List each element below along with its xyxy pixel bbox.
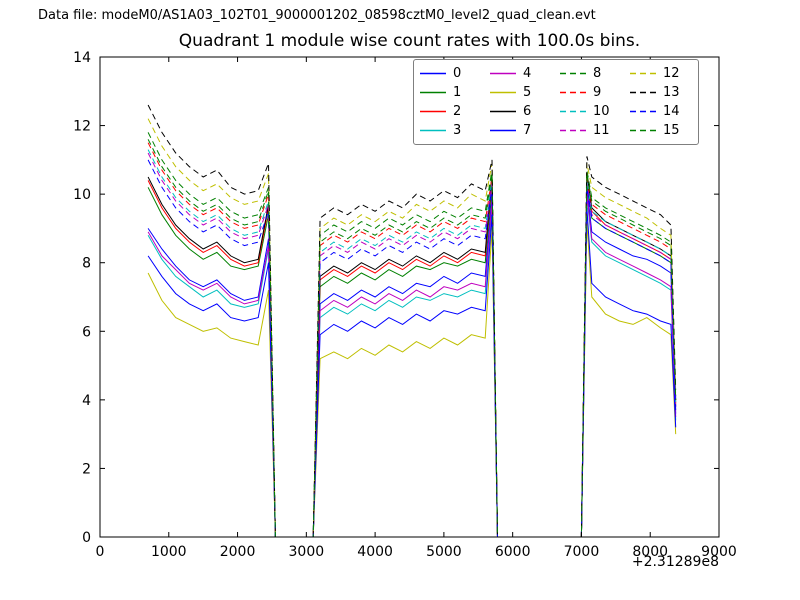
svg-text:8: 8 bbox=[82, 256, 91, 272]
legend-entry: 10 bbox=[560, 102, 622, 121]
svg-text:6000: 6000 bbox=[495, 544, 531, 560]
svg-text:3000: 3000 bbox=[289, 544, 325, 560]
svg-text:8000: 8000 bbox=[632, 544, 668, 560]
svg-text:0: 0 bbox=[96, 544, 105, 560]
legend-entry: 1 bbox=[420, 83, 482, 102]
svg-text:7000: 7000 bbox=[564, 544, 600, 560]
legend-line-sample bbox=[630, 129, 656, 132]
legend-label: 4 bbox=[523, 66, 532, 81]
legend-label: 5 bbox=[523, 85, 532, 100]
svg-text:4000: 4000 bbox=[357, 544, 393, 560]
legend-line-sample bbox=[420, 110, 446, 113]
legend-entry: 2 bbox=[420, 102, 482, 121]
legend-label: 14 bbox=[663, 104, 680, 119]
svg-text:2000: 2000 bbox=[220, 544, 256, 560]
legend-line-sample bbox=[490, 129, 516, 132]
legend-label: 12 bbox=[663, 66, 680, 81]
legend-line-sample bbox=[490, 72, 516, 75]
legend-label: 13 bbox=[663, 85, 680, 100]
legend-label: 6 bbox=[523, 104, 532, 119]
legend-line-sample bbox=[420, 72, 446, 75]
svg-text:14: 14 bbox=[73, 50, 91, 66]
legend-label: 0 bbox=[453, 66, 462, 81]
legend-entry: 4 bbox=[490, 64, 552, 83]
legend-entry: 5 bbox=[490, 83, 552, 102]
legend-label: 1 bbox=[453, 85, 462, 100]
legend-line-sample bbox=[630, 72, 656, 75]
svg-text:0: 0 bbox=[82, 530, 91, 546]
legend-line-sample bbox=[560, 72, 586, 75]
legend-label: 9 bbox=[593, 85, 602, 100]
legend-entry: 13 bbox=[630, 83, 692, 102]
svg-text:12: 12 bbox=[73, 119, 91, 135]
legend-line-sample bbox=[560, 91, 586, 94]
legend-label: 2 bbox=[453, 104, 462, 119]
legend: 0 1 2 3 4 5 6 7 8 9 10 11 12 13 14 15 bbox=[413, 59, 699, 145]
legend-line-sample bbox=[630, 110, 656, 113]
chart-title: Quadrant 1 module wise count rates with … bbox=[178, 31, 641, 51]
legend-entry: 12 bbox=[630, 64, 692, 83]
legend-label: 8 bbox=[593, 66, 602, 81]
legend-entry: 11 bbox=[560, 121, 622, 140]
legend-label: 3 bbox=[453, 123, 462, 138]
legend-entry: 7 bbox=[490, 121, 552, 140]
legend-entry: 15 bbox=[630, 121, 692, 140]
svg-text:6: 6 bbox=[82, 324, 91, 340]
legend-entry: 14 bbox=[630, 102, 692, 121]
svg-text:2: 2 bbox=[82, 461, 91, 477]
legend-entry: 9 bbox=[560, 83, 622, 102]
legend-entry: 3 bbox=[420, 121, 482, 140]
legend-entry: 6 bbox=[490, 102, 552, 121]
svg-text:1000: 1000 bbox=[151, 544, 187, 560]
x-axis-offset-label: +2.31289e8 bbox=[631, 554, 719, 570]
legend-label: 15 bbox=[663, 123, 680, 138]
legend-entry: 8 bbox=[560, 64, 622, 83]
legend-label: 11 bbox=[593, 123, 610, 138]
legend-line-sample bbox=[630, 91, 656, 94]
legend-line-sample bbox=[420, 129, 446, 132]
legend-label: 10 bbox=[593, 104, 610, 119]
legend-entry: 0 bbox=[420, 64, 482, 83]
legend-line-sample bbox=[560, 129, 586, 132]
svg-text:9000: 9000 bbox=[701, 544, 737, 560]
legend-line-sample bbox=[560, 110, 586, 113]
legend-label: 7 bbox=[523, 123, 532, 138]
svg-text:4: 4 bbox=[82, 393, 91, 409]
legend-line-sample bbox=[490, 91, 516, 94]
svg-text:10: 10 bbox=[73, 187, 91, 203]
legend-line-sample bbox=[490, 110, 516, 113]
data-file-label: Data file: modeM0/AS1A03_102T01_90000012… bbox=[38, 8, 596, 23]
legend-line-sample bbox=[420, 91, 446, 94]
svg-text:5000: 5000 bbox=[426, 544, 462, 560]
